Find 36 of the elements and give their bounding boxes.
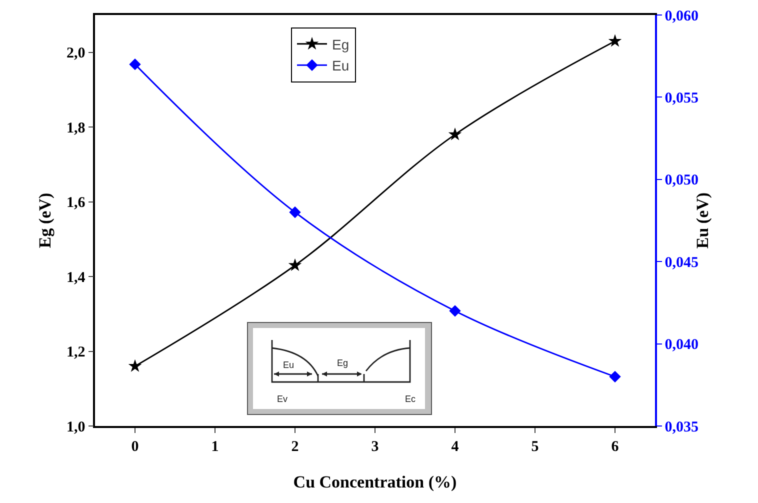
x-tick-label: 2	[291, 438, 299, 455]
y2-tick-label: 0,040	[664, 337, 698, 354]
point	[128, 359, 142, 372]
x-tick-label: 4	[451, 438, 460, 455]
y2-tick-label: 0,035	[664, 419, 698, 436]
annotation: Ev	[277, 394, 288, 404]
y-tick-label: 1,2	[66, 344, 86, 361]
point	[608, 34, 622, 47]
annotation: Eg	[337, 358, 348, 368]
y-tick-label: 2,0	[66, 46, 86, 62]
y2-tick-label: 0,060	[664, 8, 698, 24]
y2-tick-label: 0,055	[664, 90, 698, 106]
y-tick-label: 1,6	[66, 195, 86, 212]
y-tick-label: 1,4	[66, 270, 86, 286]
point	[449, 305, 461, 317]
point	[288, 258, 302, 271]
x-tick-label: 0	[131, 438, 139, 455]
legend-label: Eg	[332, 36, 350, 52]
x-axis-title: Cu Concentration (%)	[293, 472, 457, 492]
point	[609, 370, 621, 383]
point	[448, 128, 462, 140]
x-tick-label: 3	[371, 438, 379, 455]
annotation: Eu	[283, 360, 294, 370]
x-tick-label: 6	[611, 438, 620, 455]
y2-axis-title: Eu (eV)	[693, 192, 712, 249]
y-tick-label: 1,8	[66, 120, 86, 136]
annotation: Ec	[405, 394, 416, 404]
y2-tick-label: 0,045	[664, 254, 698, 271]
y-axis-title: Eg (eV)	[36, 192, 54, 248]
y-tick-label: 1,0	[66, 419, 86, 436]
legend-label: Eu	[332, 58, 350, 74]
y2-tick-label: 0,050	[664, 172, 698, 189]
point	[129, 58, 141, 70]
x-tick-label: 1	[211, 438, 219, 455]
point	[289, 206, 301, 218]
x-tick-label: 5	[531, 438, 539, 455]
